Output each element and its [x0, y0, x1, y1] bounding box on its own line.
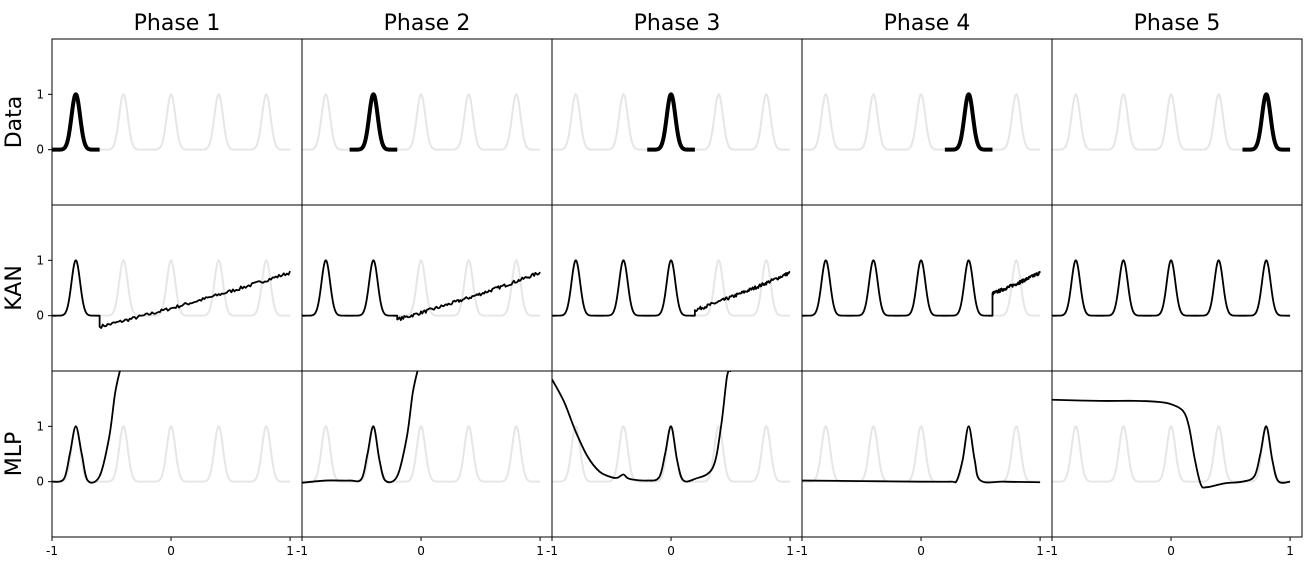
x-tick-label: 1 — [536, 544, 544, 558]
data-samples-line — [348, 92, 399, 152]
panel-data-5 — [1051, 38, 1303, 206]
data-samples-line — [645, 92, 697, 152]
row-labels: Data KAN MLP — [2, 96, 27, 477]
data-samples-line — [1240, 92, 1292, 152]
x-tick-label: 0 — [917, 544, 925, 558]
mlp-prediction-line — [302, 371, 419, 484]
y-tick-label: 0 — [36, 475, 44, 489]
plot-area — [302, 92, 541, 152]
panel-mlp-2: -1 0 1 — [296, 370, 553, 558]
x-tick-label: 0 — [417, 544, 425, 558]
panel-frame — [1051, 370, 1303, 538]
x-tick-label: 0 — [167, 544, 175, 558]
mlp-prediction-line — [52, 371, 121, 484]
panel-kan-1: 01 — [36, 204, 303, 372]
plot-area — [302, 371, 541, 484]
plot-area — [52, 258, 291, 329]
x-tick-label: -1 — [796, 544, 808, 558]
kan-prediction-line — [1052, 259, 1291, 317]
panel-data-1: 01 — [36, 38, 303, 206]
panel-kan-4 — [801, 204, 1053, 372]
x-tick-label: 0 — [1167, 544, 1175, 558]
panel-kan-5 — [1051, 204, 1303, 372]
plot-area — [302, 258, 541, 322]
row-label-mlp: MLP — [2, 432, 27, 477]
x-tick-label: 1 — [286, 544, 294, 558]
column-title-5: Phase 5 — [1134, 11, 1221, 36]
target-curve-line — [302, 424, 541, 483]
data-samples-line — [52, 92, 102, 152]
plot-area — [552, 92, 791, 152]
plot-area — [1052, 398, 1291, 489]
y-tick-label: 1 — [36, 419, 44, 433]
x-tick-label: -1 — [1046, 544, 1058, 558]
y-tick-label: 1 — [36, 253, 44, 267]
panel-mlp-5: -1 0 1 — [1046, 370, 1303, 558]
plot-area — [802, 258, 1041, 317]
panel-data-3 — [551, 38, 803, 206]
panel-kan-3 — [551, 204, 803, 372]
row-label-kan: KAN — [2, 265, 27, 311]
x-tick-label: 1 — [1286, 544, 1294, 558]
kan-prediction-line — [302, 259, 541, 322]
x-tick-label: -1 — [546, 544, 558, 558]
mlp-prediction-line — [552, 371, 732, 483]
column-titles: Phase 1 Phase 2 Phase 3 Phase 4 Phase 5 — [134, 11, 1221, 36]
x-tick-label: 1 — [786, 544, 794, 558]
kan-prediction-line — [802, 259, 1041, 317]
row-label-data: Data — [2, 96, 27, 149]
target-curve-line — [1052, 424, 1291, 483]
x-tick-label: 1 — [1036, 544, 1044, 558]
x-tick-label: 0 — [667, 544, 675, 558]
mlp-prediction-line — [802, 425, 1041, 484]
x-tick-label: -1 — [296, 544, 308, 558]
column-title-2: Phase 2 — [384, 11, 471, 36]
target-curve-line — [302, 92, 541, 151]
kan-prediction-line — [52, 259, 291, 329]
plot-area — [552, 258, 791, 317]
mlp-prediction-line — [1052, 398, 1291, 489]
target-curve-line — [802, 92, 1041, 151]
data-samples-line — [943, 92, 995, 152]
plot-area — [802, 424, 1041, 484]
y-tick-label: 0 — [36, 143, 44, 157]
panel-mlp-4: -1 0 1 — [796, 370, 1053, 558]
plot-area — [52, 371, 291, 484]
x-tick-label: -1 — [46, 544, 58, 558]
plot-area — [802, 92, 1041, 152]
panel-data-4 — [801, 38, 1053, 206]
kan-prediction-line — [552, 259, 791, 317]
column-title-4: Phase 4 — [884, 11, 971, 36]
column-title-3: Phase 3 — [634, 11, 721, 36]
panel-kan-2 — [301, 204, 553, 372]
y-tick-label: 1 — [36, 87, 44, 101]
plot-area — [1052, 92, 1292, 152]
panel-mlp-1: 0 1 -1 0 1 — [36, 370, 303, 558]
target-curve-line — [52, 424, 291, 483]
plot-area — [52, 92, 291, 152]
column-title-1: Phase 1 — [134, 11, 221, 36]
plot-area — [552, 371, 791, 483]
panel-data-2 — [301, 38, 553, 206]
plot-area — [1052, 258, 1291, 317]
y-tick-label: 0 — [36, 309, 44, 323]
panel-mlp-3: -1 0 1 — [546, 370, 803, 558]
